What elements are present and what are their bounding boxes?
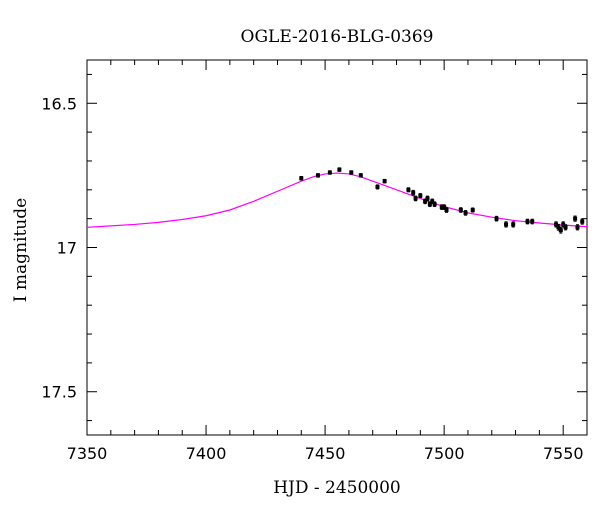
y-tick-label: 16.5 [41, 94, 77, 113]
point-marker [411, 190, 416, 195]
chart-title: OGLE-2016-BLG-0369 [241, 27, 434, 47]
data-point [425, 195, 430, 202]
data-point [327, 170, 332, 175]
data-point [504, 221, 509, 228]
point-marker [375, 184, 380, 189]
point-marker [554, 222, 559, 227]
x-tick-label: 7500 [424, 444, 465, 463]
data-point [375, 184, 380, 190]
point-marker [423, 199, 428, 204]
point-marker [458, 208, 463, 212]
data-point [494, 215, 499, 222]
y-tick-label: 17 [57, 239, 77, 258]
x-tick-label: 7350 [67, 444, 108, 463]
point-marker [504, 222, 509, 227]
data-point [337, 167, 342, 172]
point-marker [494, 216, 499, 221]
point-marker [349, 170, 354, 175]
point-marker [525, 219, 530, 224]
model-curve [86, 172, 588, 228]
point-marker [299, 176, 304, 181]
point-marker [558, 228, 563, 233]
data-point [556, 223, 561, 231]
point-marker [327, 170, 332, 175]
data-point [349, 170, 354, 175]
point-marker [580, 219, 585, 224]
point-marker [315, 173, 320, 178]
point-marker [463, 210, 468, 215]
data-point [554, 221, 559, 228]
point-marker [442, 205, 447, 210]
point-marker [511, 222, 516, 227]
point-marker [563, 225, 568, 230]
y-tick-label: 17.5 [41, 383, 77, 402]
point-marker [358, 173, 363, 178]
data-point [525, 218, 530, 225]
point-marker [425, 196, 430, 201]
point-marker [573, 216, 578, 221]
point-marker [432, 202, 437, 207]
x-tick-label: 7450 [305, 444, 346, 463]
plot-frame [86, 59, 588, 436]
data-point [463, 210, 468, 216]
point-marker [406, 187, 411, 192]
data-point [558, 226, 563, 234]
point-marker [530, 219, 535, 224]
point-marker [561, 222, 566, 227]
x-tick-label: 7550 [543, 444, 584, 463]
data-point [406, 187, 411, 193]
point-marker [337, 167, 342, 172]
y-axis-label: I magnitude [11, 198, 31, 302]
data-point [432, 201, 437, 208]
model-curve-group [86, 172, 588, 228]
point-marker [382, 179, 387, 184]
axis-ticks [86, 60, 588, 435]
point-marker [470, 208, 475, 212]
point-marker [418, 193, 423, 198]
data-point [580, 218, 585, 225]
axis-tick-labels: 7350 7400 7450 7500 7550 16.5 17 17.5 [41, 94, 583, 463]
point-marker [575, 225, 580, 230]
data-point [575, 224, 580, 231]
data-point [299, 176, 304, 181]
point-marker [556, 225, 561, 230]
data-point [444, 207, 449, 213]
data-point [511, 221, 516, 228]
data-point [413, 195, 418, 202]
point-marker [430, 199, 435, 204]
point-marker [439, 205, 444, 210]
data-point [573, 215, 578, 222]
x-axis-label: HJD - 2450000 [273, 478, 401, 498]
data-points-group [299, 167, 585, 234]
data-point [458, 207, 463, 213]
point-marker [444, 208, 449, 212]
data-point [315, 173, 320, 178]
x-tick-label: 7400 [186, 444, 227, 463]
point-marker [427, 202, 432, 207]
data-point [358, 173, 363, 178]
data-point [411, 189, 416, 196]
data-point [418, 193, 423, 199]
data-point [530, 218, 535, 225]
data-point [470, 207, 475, 213]
data-point [382, 178, 387, 184]
data-point [563, 224, 568, 231]
point-marker [413, 196, 418, 201]
